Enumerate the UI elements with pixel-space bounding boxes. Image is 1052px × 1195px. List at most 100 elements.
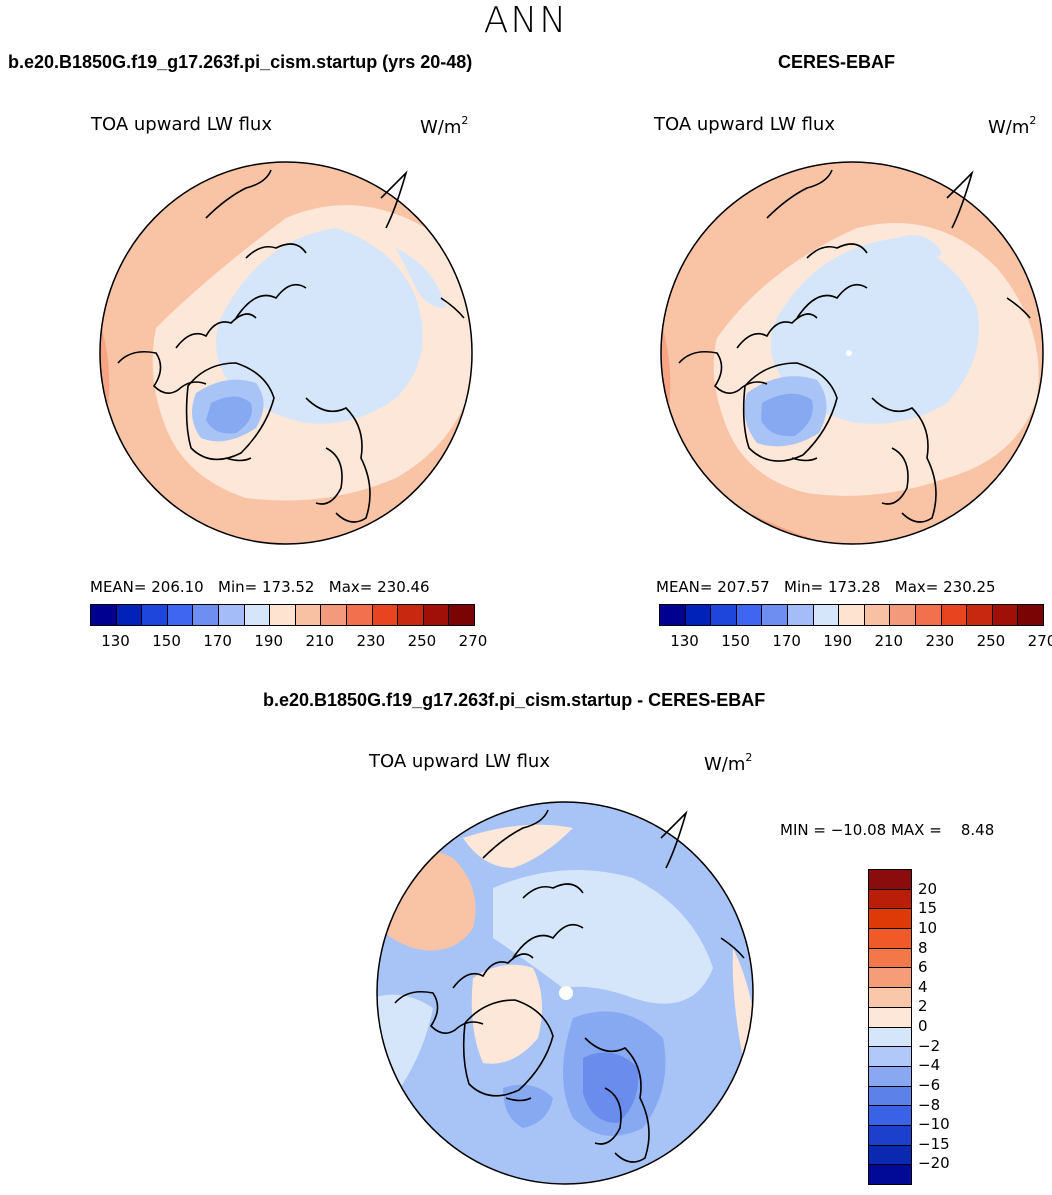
- model-units-label: W/m2: [420, 114, 469, 138]
- obs-map-fill: [661, 162, 1043, 544]
- colorbar-tick-label: 210: [874, 632, 904, 650]
- colorbar-segment: [869, 1047, 911, 1067]
- colorbar-tick-label: 250: [407, 632, 437, 650]
- model-polar-map: [99, 161, 473, 545]
- model-stats: MEAN= 206.10 Min= 173.52 Max= 230.46: [90, 578, 430, 596]
- colorbar-tick-label: 130: [670, 632, 699, 650]
- obs-units-label: W/m2: [988, 114, 1037, 138]
- obs-polar-map: [660, 161, 1044, 545]
- colorbar-segment: [915, 605, 942, 625]
- colorbar-segment: [869, 988, 911, 1008]
- colorbar-segment: [1018, 605, 1043, 625]
- colorbar-segment: [423, 605, 450, 625]
- colorbar-segment: [346, 605, 373, 625]
- colorbar-segment: [762, 605, 788, 625]
- colorbar-tick-label: 190: [823, 632, 853, 650]
- colorbar-segment: [244, 605, 271, 625]
- model-colorbar: [90, 604, 475, 626]
- colorbar-tick-label: 20: [918, 879, 938, 898]
- diff-case-title: b.e20.B1850G.f19_g17.263f.pi_cism.startu…: [263, 690, 766, 710]
- diff-minmax: MIN = −10.08 MAX = 8.48: [780, 821, 995, 839]
- colorbar-segment: [869, 1165, 911, 1184]
- colorbar-tick-label: 190: [254, 632, 284, 650]
- colorbar-tick-label: 10: [918, 918, 938, 937]
- colorbar-tick-label: 15: [918, 899, 938, 918]
- colorbar-segment: [864, 605, 891, 625]
- colorbar-tick-label: −10: [918, 1115, 950, 1134]
- colorbar-tick-label: −20: [918, 1154, 950, 1173]
- colorbar-segment: [372, 605, 399, 625]
- obs-variable-label: TOA upward LW flux: [654, 114, 835, 135]
- colorbar-segment: [736, 605, 763, 625]
- colorbar-segment: [449, 605, 474, 625]
- season-title: ANN: [483, 0, 569, 41]
- model-case-title: b.e20.B1850G.f19_g17.263f.pi_cism.startu…: [8, 52, 473, 72]
- colorbar-segment: [660, 605, 686, 625]
- colorbar-segment: [869, 1125, 911, 1146]
- colorbar-tick-label: −8: [918, 1095, 941, 1114]
- colorbar-segment: [869, 948, 911, 969]
- colorbar-segment: [869, 1066, 911, 1087]
- colorbar-segment: [711, 605, 737, 625]
- diff-colorbar: [868, 869, 912, 1185]
- diff-polar-map: [376, 801, 754, 1185]
- diff-map-fill: [377, 802, 753, 1184]
- diff-coastlines: [394, 809, 745, 1163]
- colorbar-tick-label: 270: [1027, 632, 1052, 650]
- colorbar-tick-label: 230: [925, 632, 955, 650]
- colorbar-segment: [869, 929, 911, 949]
- colorbar-tick-label: −6: [918, 1075, 941, 1094]
- colorbar-tick-label: 2: [918, 997, 928, 1016]
- colorbar-segment: [869, 1007, 911, 1028]
- colorbar-segment: [295, 605, 322, 625]
- colorbar-tick-label: 6: [918, 958, 928, 977]
- colorbar-segment: [193, 605, 219, 625]
- colorbar-tick-label: 230: [356, 632, 386, 650]
- diff-colorbar-ticks: 20 15 10 8 6 4 2 0 −2 −4 −6 −8 −10 −15 −20: [918, 869, 978, 1183]
- colorbar-segment: [813, 605, 840, 625]
- diff-map-border: [376, 801, 754, 1185]
- obs-colorbar-ticks: 130 150 170 190 210 230 250 270: [659, 632, 1052, 652]
- colorbar-tick-label: −15: [918, 1134, 950, 1153]
- colorbar-tick-label: 150: [721, 632, 750, 650]
- colorbar-segment: [967, 605, 993, 625]
- colorbar-segment: [869, 968, 911, 989]
- colorbar-tick-label: −2: [918, 1036, 941, 1055]
- colorbar-segment: [890, 605, 916, 625]
- colorbar-segment: [321, 605, 347, 625]
- colorbar-tick-label: 210: [305, 632, 335, 650]
- obs-coastlines: [678, 169, 1031, 523]
- colorbar-segment: [869, 870, 911, 890]
- colorbar-tick-label: 0: [918, 1017, 928, 1035]
- model-variable-label: TOA upward LW flux: [91, 114, 272, 135]
- diff-variable-label: TOA upward LW flux: [369, 751, 550, 772]
- colorbar-segment: [869, 1027, 911, 1048]
- colorbar-segment: [869, 889, 911, 910]
- model-colorbar-ticks: 130 150 170 190 210 230 250 270: [90, 632, 487, 652]
- model-map-fill: [100, 162, 472, 544]
- colorbar-tick-label: 4: [918, 977, 928, 996]
- colorbar-tick-label: 270: [458, 632, 488, 650]
- colorbar-segment: [869, 1106, 911, 1126]
- colorbar-segment: [787, 605, 814, 625]
- colorbar-tick-label: 170: [203, 632, 232, 650]
- colorbar-segment: [869, 909, 911, 930]
- colorbar-segment: [839, 605, 865, 625]
- colorbar-segment: [869, 1145, 911, 1166]
- colorbar-segment: [270, 605, 296, 625]
- colorbar-segment: [941, 605, 968, 625]
- colorbar-segment: [398, 605, 424, 625]
- colorbar-tick-label: 150: [152, 632, 181, 650]
- obs-case-title: CERES-EBAF: [778, 52, 896, 72]
- obs-map-border: [660, 161, 1044, 545]
- obs-stats: MEAN= 207.57 Min= 173.28 Max= 230.25: [656, 578, 996, 596]
- colorbar-segment: [167, 605, 194, 625]
- model-map-border: [99, 161, 473, 545]
- colorbar-segment: [142, 605, 168, 625]
- colorbar-segment: [685, 605, 712, 625]
- colorbar-tick-label: 170: [772, 632, 801, 650]
- colorbar-tick-label: 130: [101, 632, 130, 650]
- obs-colorbar: [659, 604, 1044, 626]
- colorbar-segment: [116, 605, 143, 625]
- diff-units-label: W/m2: [704, 751, 753, 775]
